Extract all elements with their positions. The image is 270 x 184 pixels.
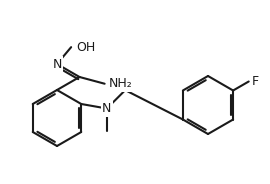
Text: OH: OH [76,41,95,54]
Text: F: F [252,75,259,88]
Text: N: N [102,102,112,115]
Text: NH₂: NH₂ [109,77,132,90]
Text: N: N [52,57,62,70]
